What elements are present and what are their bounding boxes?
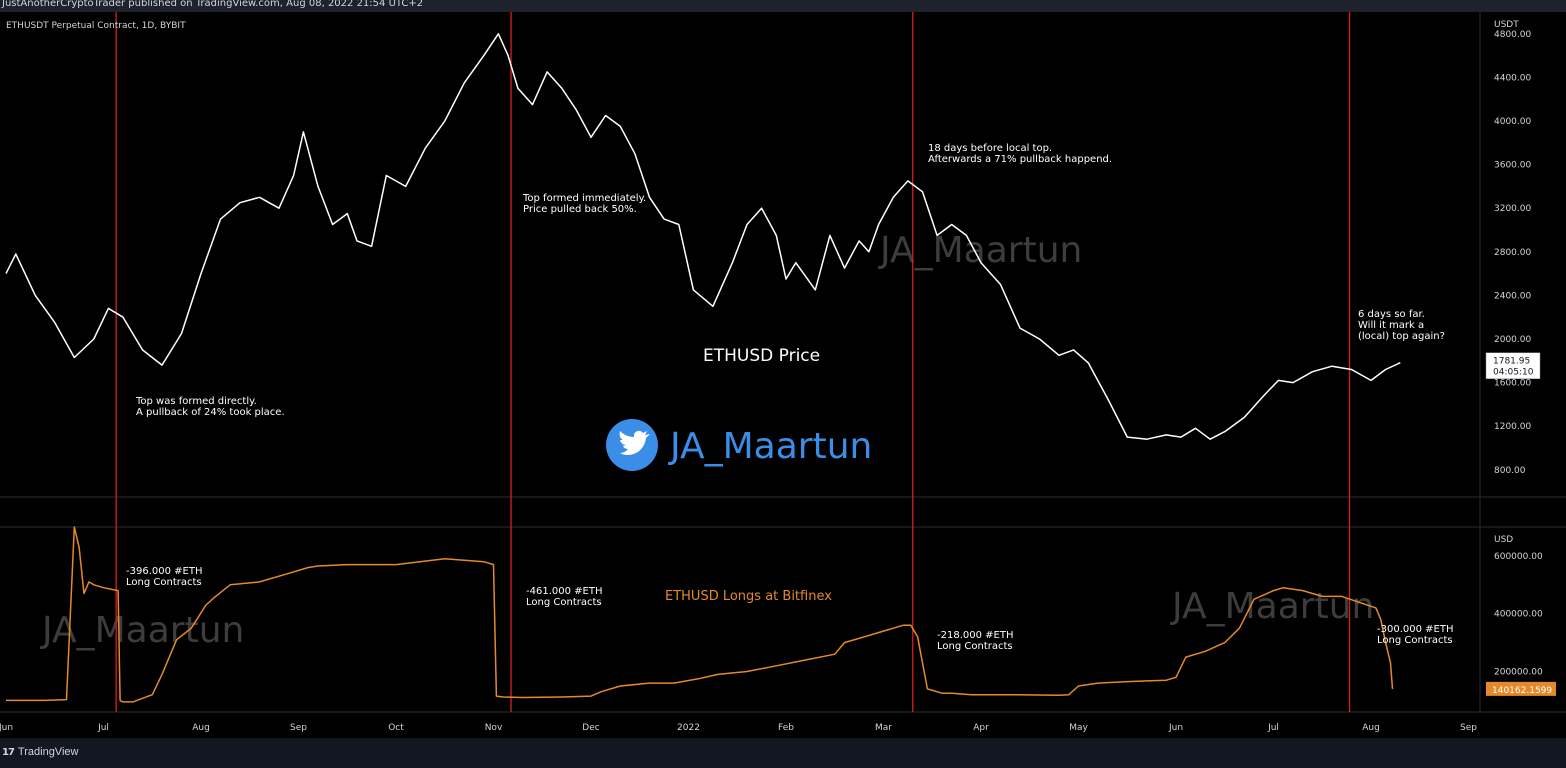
last-longs-tag <box>1486 681 1556 696</box>
chart-container[interactable]: JA_Maartun JA_Maartun JA_Maartun ETHUSDT Pe… <box>0 12 1566 738</box>
publish-header: JustAnotherCryptoTrader published on Tra… <box>0 0 1566 12</box>
longs-annotation: -300.000 #ETH Long Contracts <box>1377 624 1453 646</box>
longs-tick-label: 200000.00 <box>1494 668 1543 678</box>
longs-chart-title: ETHUSD Longs at Bitfinex <box>665 589 832 604</box>
time-tick-label: May <box>1069 723 1088 733</box>
price-tick-label: 3600.00 <box>1494 161 1531 171</box>
time-tick-label: Oct <box>388 723 404 733</box>
price-chart-title: ETHUSD Price <box>703 346 820 366</box>
longs-series-line <box>6 526 1394 703</box>
time-tick-label: Apr <box>973 723 989 733</box>
price-tick-label: 4000.00 <box>1494 117 1531 127</box>
tradingview-logo-icon: 17 <box>2 746 15 758</box>
longs-axis-currency: USD <box>1494 535 1513 545</box>
last-price-tag <box>1485 352 1541 379</box>
price-tick-label: 4400.00 <box>1494 73 1531 83</box>
price-tick-label: 2400.00 <box>1494 291 1531 301</box>
price-annotation: 18 days before local top. Afterwards a 71… <box>928 143 1112 165</box>
last-longs-value: 140162.1599 <box>1492 686 1552 696</box>
time-tick-label: Mar <box>875 723 892 733</box>
longs-tick-label: 400000.00 <box>1494 610 1543 620</box>
longs-annotation: -396.000 #ETH Long Contracts <box>126 566 202 588</box>
price-tick-label: 2000.00 <box>1494 335 1531 345</box>
time-tick-label: Sep <box>1460 723 1477 733</box>
price-axis-currency: USDT <box>1494 20 1519 30</box>
longs-annotation: -218.000 #ETH Long Contracts <box>937 630 1013 652</box>
time-tick-label: Feb <box>778 723 794 733</box>
price-tick-label: 800.00 <box>1494 466 1526 476</box>
longs-annotation: -461.000 #ETH Long Contracts <box>526 586 602 608</box>
time-tick-label: Aug <box>192 723 210 733</box>
time-tick-label: Jul <box>1267 723 1279 733</box>
symbol-caption: ETHUSDT Perpetual Contract, 1D, BYBIT <box>6 21 186 31</box>
time-tick-label: Dec <box>582 723 599 733</box>
footer-bar: 17 TradingView <box>0 738 1566 768</box>
chart-svg[interactable]: JA_Maartun JA_Maartun JA_Maartun ETHUSDT Pe… <box>0 12 1566 738</box>
price-annotation: 6 days so far. Will it mark a (local) top … <box>1358 309 1445 342</box>
price-annotation: Top was formed directly. A pullback of 24… <box>135 396 285 418</box>
price-tick-label: 3200.00 <box>1494 204 1531 214</box>
price-tick-label: 2800.00 <box>1494 248 1531 258</box>
publish-info: JustAnotherCryptoTrader published on Tra… <box>2 0 424 9</box>
time-tick-label: Jun <box>0 723 13 733</box>
bar-countdown: 04:05:10 <box>1493 368 1534 378</box>
price-tick-label: 1200.00 <box>1494 422 1531 432</box>
last-price-value: 1781.95 <box>1493 357 1530 367</box>
time-tick-label: Jul <box>97 723 109 733</box>
price-annotation: Top formed immediately. Price pulled back… <box>522 193 646 215</box>
price-series-line <box>5 33 1401 440</box>
time-tick-label: Nov <box>485 723 503 733</box>
time-tick-label: Jun <box>1168 723 1183 733</box>
twitter-handle: JA_Maartun <box>668 426 872 467</box>
price-watermark: JA_Maartun <box>878 230 1082 271</box>
longs-tick-label: 600000.00 <box>1494 552 1543 562</box>
time-tick-label: Aug <box>1362 723 1380 733</box>
longs-watermark: JA_Maartun <box>1170 586 1374 627</box>
price-tick-label: 4800.00 <box>1494 30 1531 40</box>
time-tick-label: 2022 <box>677 723 700 733</box>
longs-watermark: JA_Maartun <box>40 610 244 651</box>
time-tick-label: Sep <box>290 723 307 733</box>
twitter-bird-icon <box>619 430 650 456</box>
tradingview-brand[interactable]: 17 TradingView <box>2 746 78 758</box>
tradingview-label: TradingView <box>17 746 79 758</box>
price-tick-label: 1600.00 <box>1494 379 1531 389</box>
